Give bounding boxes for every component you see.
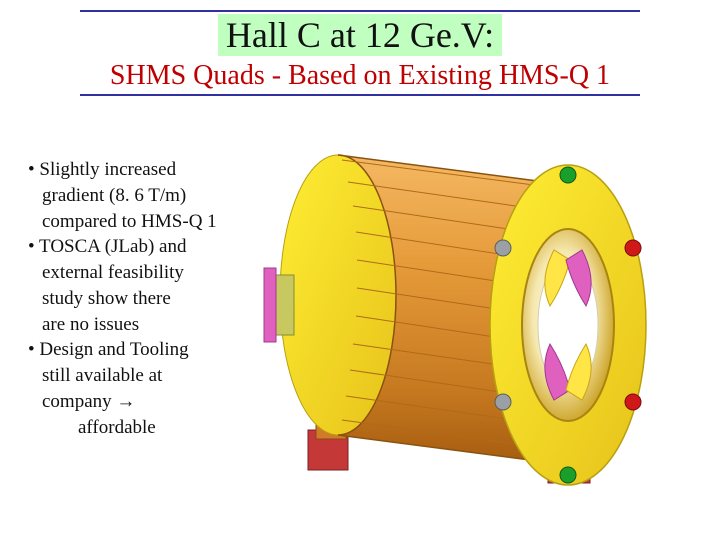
slide: Hall C at 12 Ge.V: SHMS Quads - Based on… <box>0 0 720 540</box>
quadrupole-figure <box>238 120 708 520</box>
side-cutaway <box>264 268 294 342</box>
bullet-continuation: external feasibility <box>28 261 258 285</box>
bullet-list: • Slightly increasedgradient (8. 6 T/m)c… <box>28 158 258 441</box>
bullet-continuation: compared to HMS-Q 1 <box>28 210 258 234</box>
bullet-continuation: gradient (8. 6 T/m) <box>28 184 258 208</box>
bullet-item: • Design and Tooling <box>28 338 258 362</box>
bullet-continuation: company → <box>28 390 258 414</box>
bullet-continuation: affordable <box>28 416 258 440</box>
bullet-item: • Slightly increased <box>28 158 258 182</box>
title-band: Hall C at 12 Ge.V: SHMS Quads - Based on… <box>80 10 640 96</box>
slide-subtitle: SHMS Quads - Based on Existing HMS-Q 1 <box>80 60 640 92</box>
bullet-item: • TOSCA (JLab) and <box>28 235 258 259</box>
bullet-continuation: still available at <box>28 364 258 388</box>
bullet-continuation: study show there <box>28 287 258 311</box>
bullet-continuation: are no issues <box>28 313 258 337</box>
slide-title: Hall C at 12 Ge.V: <box>218 14 502 56</box>
endcap-back <box>280 155 396 435</box>
